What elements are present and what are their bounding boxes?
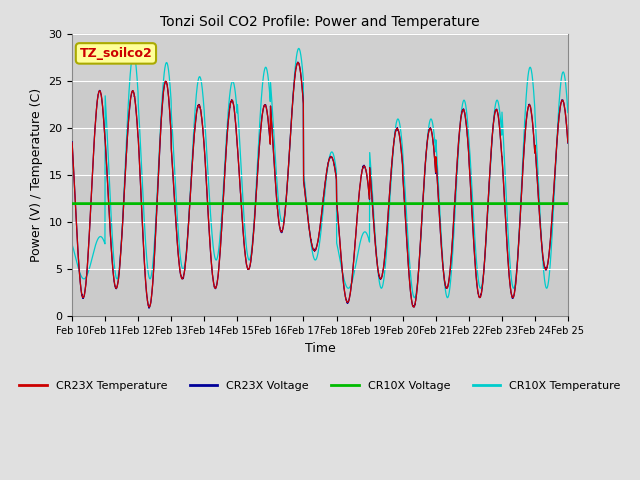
X-axis label: Time: Time — [305, 342, 335, 355]
Bar — [72, 269, 568, 316]
Bar — [72, 81, 568, 128]
Title: Tonzi Soil CO2 Profile: Power and Temperature: Tonzi Soil CO2 Profile: Power and Temper… — [160, 15, 480, 29]
Legend: CR23X Temperature, CR23X Voltage, CR10X Voltage, CR10X Temperature: CR23X Temperature, CR23X Voltage, CR10X … — [15, 377, 625, 396]
Y-axis label: Power (V) / Temperature (C): Power (V) / Temperature (C) — [29, 88, 43, 263]
Text: TZ_soilco2: TZ_soilco2 — [79, 47, 152, 60]
Bar — [72, 175, 568, 222]
